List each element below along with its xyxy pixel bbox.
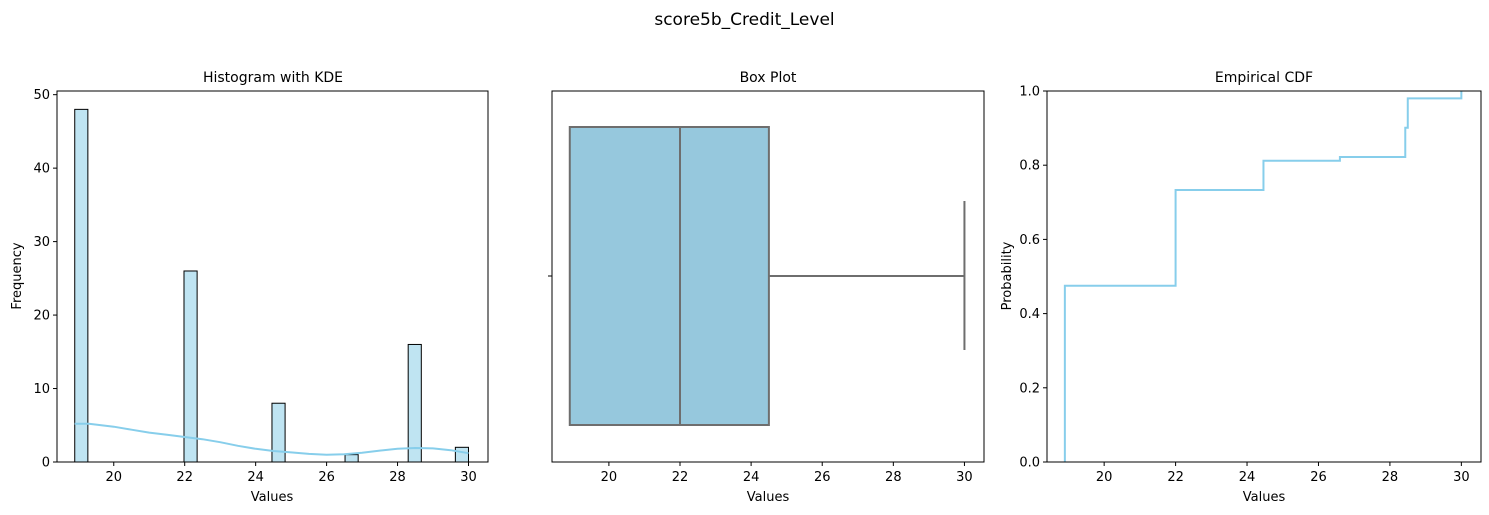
boxplot-title: Box Plot [740, 70, 797, 86]
x-tick-label: 24 [1239, 470, 1256, 485]
x-tick-label: 30 [956, 470, 973, 485]
y-tick-label: 1.0 [1019, 85, 1040, 100]
histogram-title: Histogram with KDE [203, 70, 343, 86]
x-tick-label: 30 [460, 470, 477, 485]
boxplot-xlabel: Values [747, 490, 790, 505]
x-tick-label: 28 [1382, 470, 1399, 485]
boxplot-panel: Box Plot 20 22 24 26 28 30 Values [548, 70, 985, 505]
x-tick-label: 22 [176, 470, 193, 485]
histogram-bar [344, 454, 359, 463]
x-tick-label: 20 [601, 470, 618, 485]
histogram-bar [407, 343, 422, 463]
boxplot-x-ticks: 20 22 24 26 28 30 [601, 462, 973, 485]
y-tick-label: 10 [33, 382, 50, 397]
y-tick-label: 20 [33, 309, 50, 324]
x-tick-label: 28 [885, 470, 902, 485]
histogram-axes-frame [56, 90, 489, 463]
y-tick-label: 0.2 [1019, 381, 1040, 396]
kde-curve [74, 422, 469, 456]
y-tick-label: 30 [33, 235, 50, 250]
ecdf-step-line [1063, 91, 1463, 462]
x-tick-label: 22 [1167, 470, 1184, 485]
histogram-x-ticks: 20 22 24 26 28 30 [105, 462, 477, 485]
histogram-bar [454, 446, 469, 463]
x-tick-label: 30 [1453, 470, 1470, 485]
x-tick-label: 26 [1310, 470, 1327, 485]
histogram-bar [271, 402, 286, 463]
histogram-bars [74, 108, 469, 463]
y-tick-label: 0.8 [1019, 159, 1040, 174]
figure-suptitle: score5b_Credit_Level [654, 10, 834, 30]
histogram-bar [74, 108, 89, 463]
histogram-y-ticks: 0 10 20 30 40 50 [33, 88, 57, 471]
box-iqr [568, 126, 770, 426]
ecdf-title: Empirical CDF [1215, 70, 1313, 86]
histogram-xlabel: Values [251, 490, 294, 505]
x-tick-label: 24 [743, 470, 760, 485]
y-tick-label: 50 [33, 88, 50, 103]
y-tick-label: 0.4 [1019, 307, 1040, 322]
y-tick-label: 0.6 [1019, 233, 1040, 248]
y-tick-label: 0 [42, 456, 50, 471]
ecdf-panel: Empirical CDF 20 22 24 26 28 30 0.00.20.40.60… [1000, 70, 1482, 505]
ecdf-x-ticks: 20 22 24 26 28 30 [1096, 462, 1470, 485]
x-tick-label: 26 [318, 470, 335, 485]
y-tick-label: 40 [33, 162, 50, 177]
x-tick-label: 22 [672, 470, 689, 485]
boxplot-elements [568, 126, 966, 426]
x-tick-label: 26 [814, 470, 831, 485]
y-tick-label: 0.0 [1019, 456, 1040, 471]
x-tick-label: 20 [1096, 470, 1113, 485]
ecdf-xlabel: Values [1243, 490, 1286, 505]
ecdf-y-ticks: 0.0 0.2 0.4 0.6 0.8 1.0 [1019, 85, 1047, 471]
x-tick-label: 24 [247, 470, 264, 485]
histogram-bar [183, 270, 198, 463]
histogram-ylabel: Frequency [10, 242, 25, 309]
x-tick-label: 28 [389, 470, 406, 485]
histogram-panel: Histogram with KDE 20 22 24 26 28 30 0 10 20 30 4… [10, 70, 489, 505]
ecdf-ylabel: Probability [1000, 241, 1015, 310]
ecdf-axes-frame [1046, 90, 1482, 463]
x-tick-label: 20 [105, 470, 122, 485]
